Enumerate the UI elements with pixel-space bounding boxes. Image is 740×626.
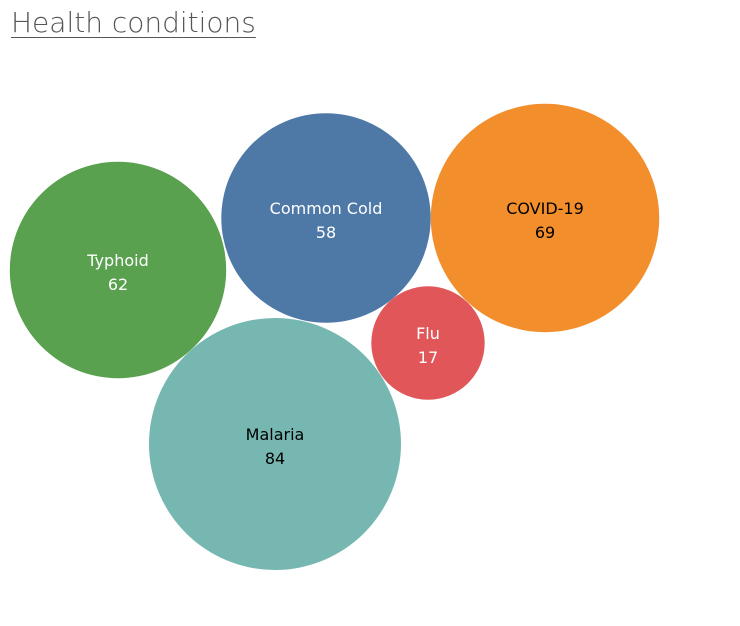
bubble-value-typhoid: 62 bbox=[108, 275, 128, 294]
bubble-layer: Typhoid 62 Common Cold 58 COVID-19 69 Flu 17 Mal… bbox=[9, 103, 660, 570]
bubble-label-flu: Flu bbox=[416, 324, 440, 343]
bubble-circle-typhoid[interactable] bbox=[9, 161, 227, 379]
bubble-label-malaria: Malaria bbox=[246, 425, 305, 444]
bubble-circle-flu[interactable] bbox=[371, 286, 485, 400]
bubble-label-covid-19: COVID-19 bbox=[506, 199, 584, 218]
bubble-common-cold[interactable]: Common Cold 58 bbox=[221, 113, 431, 323]
bubble-malaria[interactable]: Malaria 84 bbox=[149, 318, 401, 570]
bubble-circle-malaria[interactable] bbox=[149, 318, 401, 570]
bubble-flu[interactable]: Flu 17 bbox=[371, 286, 485, 400]
bubble-value-common-cold: 58 bbox=[316, 223, 336, 242]
bubble-value-covid-19: 69 bbox=[535, 223, 555, 242]
bubble-label-typhoid: Typhoid bbox=[86, 251, 148, 270]
bubble-label-common-cold: Common Cold bbox=[270, 199, 383, 218]
chart-title: Health conditions bbox=[11, 6, 256, 39]
bubble-circle-covid-19[interactable] bbox=[430, 103, 660, 333]
bubble-circle-common-cold[interactable] bbox=[221, 113, 431, 323]
bubble-covid-19[interactable]: COVID-19 69 bbox=[430, 103, 660, 333]
bubble-value-malaria: 84 bbox=[265, 449, 285, 468]
bubble-value-flu: 17 bbox=[418, 348, 438, 367]
bubble-typhoid[interactable]: Typhoid 62 bbox=[9, 161, 227, 379]
